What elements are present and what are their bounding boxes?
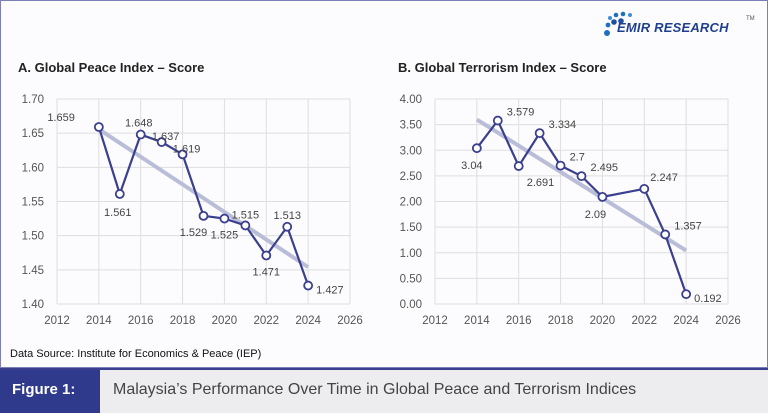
figure-frame bbox=[0, 0, 768, 368]
data-point bbox=[303, 280, 314, 291]
data-point bbox=[156, 137, 167, 147]
y-tick-label: 3.00 bbox=[400, 145, 422, 157]
data-point bbox=[261, 250, 272, 261]
data-label: 1.427 bbox=[316, 285, 344, 297]
y-tick-label: 1.70 bbox=[22, 94, 44, 106]
data-point bbox=[534, 128, 545, 139]
charts-canvas: 2012 2014 2016 2018 2020 2022 2024 2026 1.40 1.45… bbox=[22, 94, 741, 327]
data-label: 1.619 bbox=[173, 143, 201, 155]
data-point bbox=[135, 129, 146, 140]
y-tick-label: 3.50 bbox=[400, 120, 422, 132]
x-tick-label: 2026 bbox=[715, 315, 741, 327]
y-tick-label: 4.00 bbox=[400, 94, 422, 106]
y-tick-label: 0.00 bbox=[400, 299, 422, 311]
x-tick-label: 2020 bbox=[212, 315, 238, 327]
chart-b: 2012 2014 2016 2018 2020 2022 2024 2026 0.00 0.50… bbox=[400, 94, 741, 327]
trendline bbox=[97, 127, 310, 269]
x-tick-label: 2014 bbox=[464, 315, 490, 327]
data-label: 1.648 bbox=[125, 118, 153, 130]
y-tick-label: 2.50 bbox=[400, 171, 422, 183]
data-label: 1.659 bbox=[47, 112, 75, 124]
trademark: TM bbox=[746, 16, 755, 22]
y-tick-label: 0.50 bbox=[400, 273, 422, 285]
x-tick-label: 2018 bbox=[548, 315, 574, 327]
data-label: 3.334 bbox=[549, 119, 577, 131]
data-label: 0.192 bbox=[694, 293, 722, 305]
data-point bbox=[177, 149, 188, 160]
data-point bbox=[282, 221, 293, 232]
data-label: 3.579 bbox=[507, 107, 535, 119]
data-label: 1.515 bbox=[232, 209, 260, 221]
data-label: 1.471 bbox=[253, 266, 281, 278]
data-label: 1.529 bbox=[180, 227, 208, 239]
data-point bbox=[513, 161, 524, 171]
y-tick-label: 1.45 bbox=[22, 265, 44, 277]
data-label: 2.691 bbox=[527, 177, 555, 189]
y-tick-label: 1.50 bbox=[400, 222, 422, 234]
trendline bbox=[475, 117, 688, 253]
figure-label: Figure 1: bbox=[0, 370, 100, 413]
data-label: 3.04 bbox=[461, 160, 482, 172]
figure-caption: Malaysia’s Performance Over Time in Glob… bbox=[113, 381, 637, 398]
y-tick-label: 2.00 bbox=[400, 197, 422, 209]
data-point bbox=[240, 220, 251, 231]
data-point bbox=[681, 289, 692, 300]
x-tick-label: 2012 bbox=[422, 315, 448, 327]
data-label: 2.09 bbox=[585, 209, 606, 221]
data-point bbox=[492, 115, 503, 126]
y-tick-label: 1.00 bbox=[400, 248, 422, 260]
data-point bbox=[114, 189, 125, 199]
data-label: 2.247 bbox=[650, 172, 678, 184]
data-label: 1.513 bbox=[273, 210, 301, 222]
data-point bbox=[597, 191, 608, 202]
data-label: 1.561 bbox=[104, 207, 132, 219]
chart-a-title: A. Global Peace Index – Score bbox=[18, 60, 205, 75]
chart-a: 2012 2014 2016 2018 2020 2022 2024 2026 1.40 1.45… bbox=[22, 94, 363, 327]
x-tick-label: 2018 bbox=[170, 315, 196, 327]
data-label: 1.357 bbox=[674, 220, 702, 232]
data-point bbox=[198, 210, 209, 221]
data-point bbox=[471, 143, 482, 154]
chart-b-title: B. Global Terrorism Index – Score bbox=[398, 60, 607, 75]
x-tick-label: 2022 bbox=[631, 315, 657, 327]
brand-name: EMIR RESEARCH bbox=[617, 20, 729, 35]
x-tick-label: 2016 bbox=[128, 315, 154, 327]
series-line bbox=[475, 118, 688, 295]
data-point bbox=[555, 160, 566, 171]
data-point bbox=[576, 171, 587, 182]
x-tick-label: 2020 bbox=[590, 315, 616, 327]
y-tick-label: 1.55 bbox=[22, 197, 44, 209]
x-tick-label: 2016 bbox=[506, 315, 532, 327]
y-tick-label: 1.40 bbox=[22, 299, 44, 311]
data-label: 1.637 bbox=[152, 131, 180, 143]
data-label: 1.525 bbox=[211, 230, 239, 242]
y-tick-label: 1.60 bbox=[22, 162, 44, 174]
y-tick-label: 1.65 bbox=[22, 128, 44, 140]
x-tick-label: 2026 bbox=[337, 315, 363, 327]
x-tick-label: 2012 bbox=[44, 315, 70, 327]
data-label: 2.7 bbox=[570, 152, 585, 164]
data-point bbox=[639, 183, 650, 194]
data-point bbox=[660, 229, 671, 240]
x-tick-label: 2022 bbox=[253, 315, 279, 327]
figure-footer: Figure 1: Malaysia’s Performance Over Ti… bbox=[0, 368, 768, 413]
y-tick-label: 1.50 bbox=[22, 231, 44, 243]
data-point bbox=[93, 122, 104, 132]
x-tick-label: 2014 bbox=[86, 315, 112, 327]
x-tick-label: 2024 bbox=[295, 315, 321, 327]
x-tick-label: 2024 bbox=[673, 315, 699, 327]
data-source: Data Source: Institute for Economics & P… bbox=[10, 348, 262, 360]
data-point bbox=[219, 213, 230, 224]
data-label: 2.495 bbox=[591, 162, 619, 174]
emir-logo-dots-icon bbox=[604, 11, 632, 36]
